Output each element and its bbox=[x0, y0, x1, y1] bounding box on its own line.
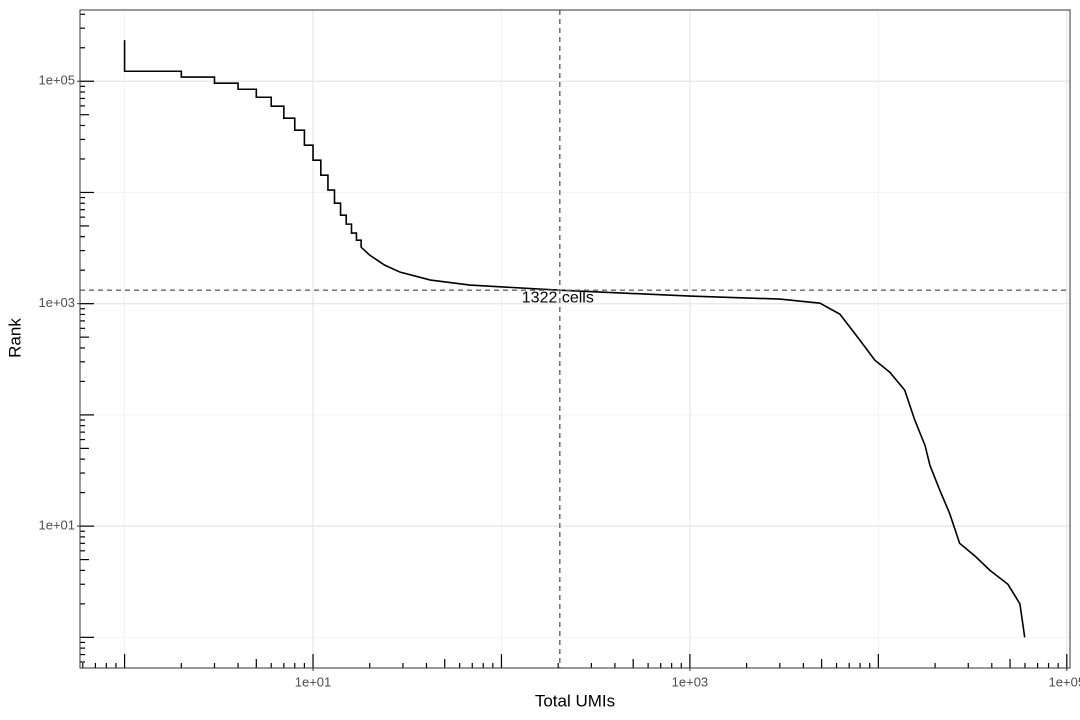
x-tick-label: 1e+01 bbox=[295, 674, 332, 689]
y-tick-label: 1e+03 bbox=[38, 295, 75, 310]
y-tick-label: 1e+05 bbox=[38, 73, 75, 88]
x-tick-label: 1e+03 bbox=[672, 674, 709, 689]
line bbox=[123, 40, 1026, 638]
panel-border bbox=[79, 9, 1071, 669]
y-tick-label: 1e+01 bbox=[38, 518, 75, 533]
x-tick-label: 1e+05 bbox=[1049, 674, 1080, 689]
annotation: 1322 cells bbox=[522, 289, 594, 306]
y-axis-label: Rank bbox=[5, 318, 24, 358]
x-axis-label: Total UMIs bbox=[535, 691, 615, 710]
